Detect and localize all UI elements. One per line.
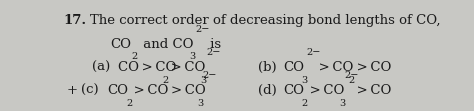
Text: 2−: 2−	[345, 71, 359, 80]
Text: (c): (c)	[82, 84, 99, 97]
Text: (d): (d)	[258, 84, 276, 97]
Text: and CO: and CO	[139, 38, 194, 51]
Text: 3: 3	[301, 76, 308, 85]
Text: CO: CO	[107, 84, 128, 97]
Text: is: is	[206, 38, 221, 51]
Text: CO: CO	[110, 38, 132, 51]
Text: (b): (b)	[258, 61, 276, 74]
Text: > CO: > CO	[317, 61, 354, 74]
Text: The correct order of decreasing bond lengths of CO,: The correct order of decreasing bond len…	[91, 14, 441, 27]
Text: CO > CO: CO > CO	[118, 61, 176, 74]
Text: 2−: 2−	[202, 71, 217, 80]
Text: +: +	[66, 84, 78, 97]
Text: 2: 2	[126, 99, 132, 108]
Text: > CO: > CO	[354, 61, 392, 74]
Text: > CO: > CO	[354, 84, 391, 97]
Text: > CO: > CO	[307, 84, 345, 97]
Text: 3: 3	[339, 99, 346, 108]
Text: 2−: 2−	[195, 25, 210, 34]
Text: 17.: 17.	[63, 14, 86, 27]
Text: 2: 2	[301, 99, 308, 108]
Text: 3: 3	[197, 99, 203, 108]
Text: 2: 2	[349, 76, 355, 85]
Text: (a): (a)	[92, 61, 110, 74]
Text: CO: CO	[283, 61, 304, 74]
Text: 3: 3	[190, 53, 196, 61]
Text: 3: 3	[201, 76, 207, 85]
Text: > CO > CO: > CO > CO	[131, 84, 206, 97]
Text: CO: CO	[283, 84, 304, 97]
Text: > CO: > CO	[168, 61, 205, 74]
Text: 2: 2	[162, 76, 168, 85]
Text: 2−: 2−	[206, 48, 220, 57]
Text: 2: 2	[131, 53, 137, 61]
Text: 2−: 2−	[307, 48, 321, 57]
